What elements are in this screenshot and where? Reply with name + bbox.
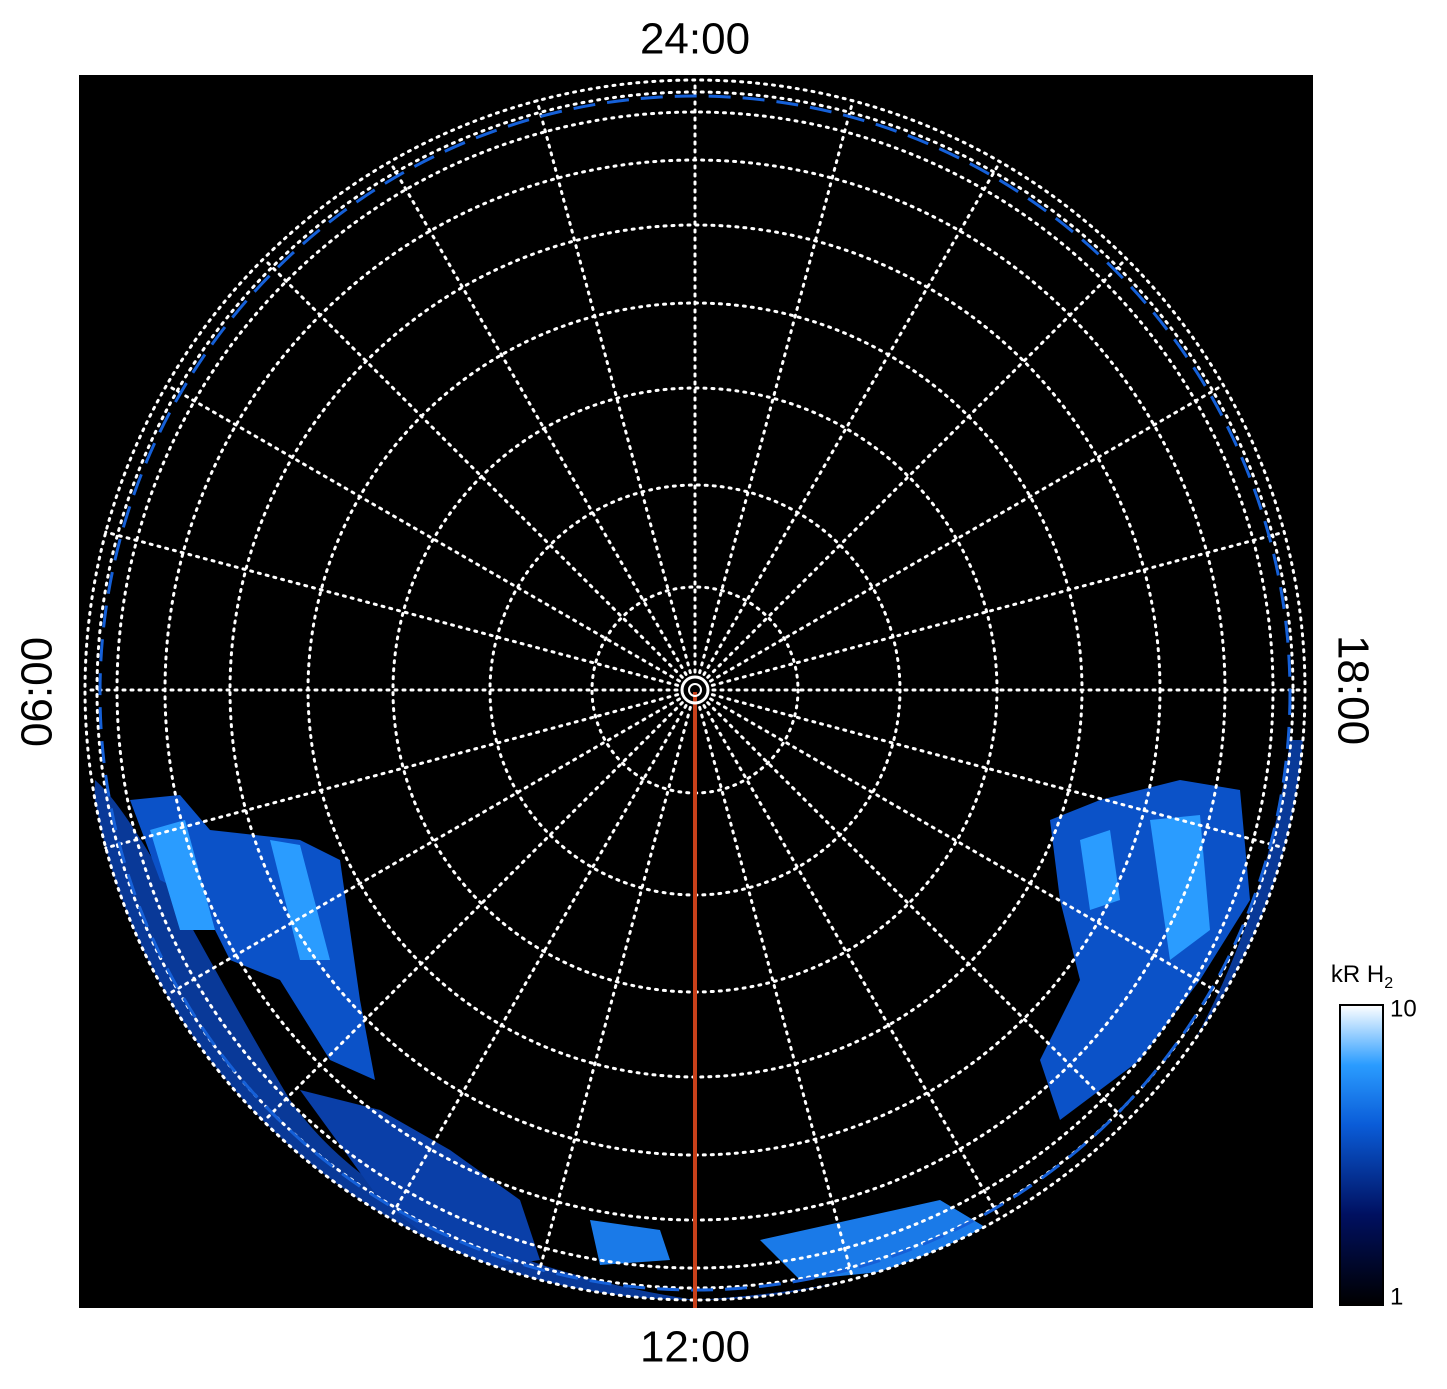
meridian xyxy=(698,705,855,1281)
meridian xyxy=(710,693,1286,850)
pole-marker xyxy=(680,675,710,705)
colorbar-title: kR H2 xyxy=(1331,961,1393,992)
meridian xyxy=(165,383,681,683)
meridian xyxy=(388,160,688,676)
meridian xyxy=(535,705,692,1281)
colorbar-label: kR H xyxy=(1331,961,1384,988)
meridian xyxy=(698,99,855,675)
local-time-label: 18:00 xyxy=(1328,635,1377,745)
meridian xyxy=(702,160,1002,676)
aurora-dusk-bright xyxy=(1080,815,1210,960)
local-time-label: 24:00 xyxy=(640,15,750,64)
latitude-ring xyxy=(83,78,1307,1302)
meridian xyxy=(706,701,1128,1123)
colorbar-ticks: 1 10 xyxy=(1390,995,1417,1310)
meridian xyxy=(262,257,684,679)
local-time-label: 06:00 xyxy=(13,637,62,747)
meridian xyxy=(709,697,1225,997)
meridian xyxy=(388,704,688,1220)
colorbar-tick-label: 10 xyxy=(1390,995,1417,1022)
meridian xyxy=(262,701,684,1123)
colorbar-tick-label: 1 xyxy=(1390,1283,1403,1310)
meridian xyxy=(710,530,1286,687)
meridian xyxy=(709,383,1225,683)
meridian xyxy=(165,697,681,997)
meridian xyxy=(104,693,680,850)
meridian xyxy=(104,530,680,687)
meridian xyxy=(535,99,692,675)
colorbar xyxy=(1339,1004,1384,1306)
meridian xyxy=(706,257,1128,679)
colorbar-label-subscript: 2 xyxy=(1384,975,1393,992)
pole-marker xyxy=(688,683,702,697)
aurora-dawn-bright xyxy=(150,820,330,960)
local-time-label: 12:00 xyxy=(640,1323,750,1372)
aurora-noon xyxy=(590,1200,990,1280)
meridian xyxy=(702,704,1002,1220)
